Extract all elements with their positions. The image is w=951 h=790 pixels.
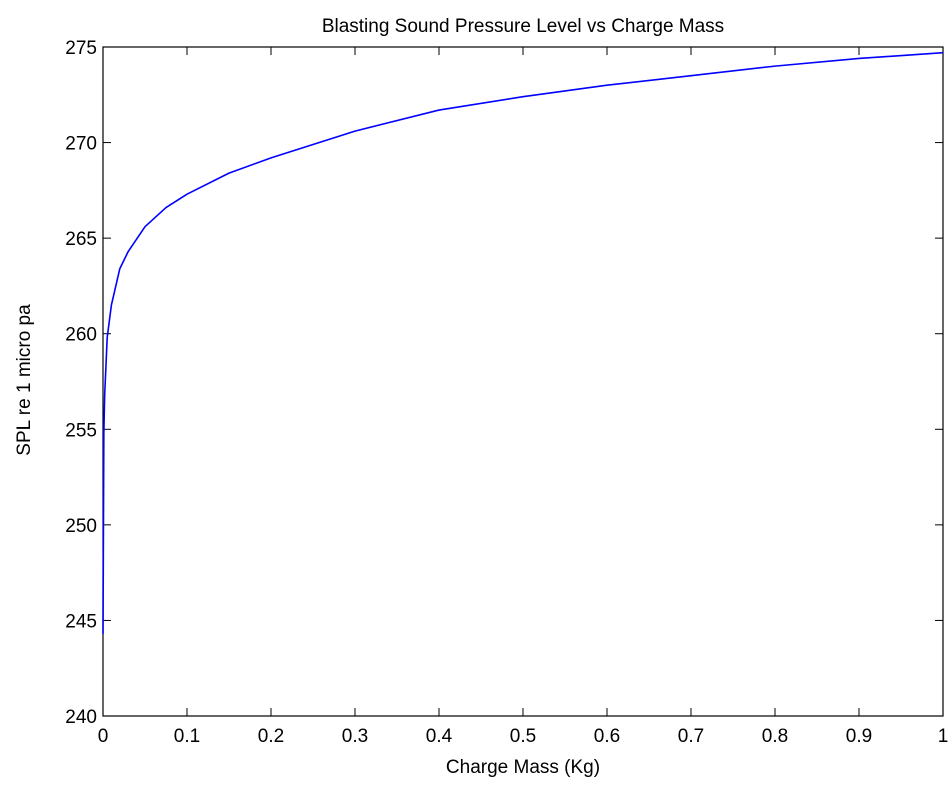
y-tick-label: 270 xyxy=(65,134,97,155)
x-tick-label: 0.9 xyxy=(846,726,872,747)
x-tick-label: 0.3 xyxy=(342,726,368,747)
x-tick-label: 0.5 xyxy=(510,726,536,747)
x-tick-label: 0.1 xyxy=(174,726,200,747)
series-line xyxy=(102,51,944,634)
x-tick-label: 0.7 xyxy=(678,726,704,747)
x-tick-label: 0.6 xyxy=(594,726,620,747)
x-axis-label: Charge Mass (Kg) xyxy=(446,757,600,778)
y-axis-label: SPL re 1 micro pa xyxy=(14,304,35,456)
y-tick-label: 255 xyxy=(65,420,97,441)
y-tick-label: 275 xyxy=(65,38,97,59)
y-tick-label: 265 xyxy=(65,229,97,250)
y-tick-label: 260 xyxy=(65,325,97,346)
x-tick-label: 0.8 xyxy=(762,726,788,747)
plot-area: 0 0.1 0.2 0.3 0.4 0.5 0.6 0.7 0.8 0.9 1 240 245 250 25… xyxy=(65,38,948,747)
y-tick-label: 250 xyxy=(65,516,97,537)
x-tick-label: 0.2 xyxy=(258,726,284,747)
y-tick-label: 245 xyxy=(65,611,97,632)
y-tick-label: 240 xyxy=(65,707,97,728)
axes-box xyxy=(102,46,944,717)
x-tick-label: 0.4 xyxy=(426,726,453,747)
x-tick-label: 0 xyxy=(98,726,109,747)
x-tick-label: 1 xyxy=(938,726,949,747)
chart-title: Blasting Sound Pressure Level vs Charge … xyxy=(322,16,724,37)
